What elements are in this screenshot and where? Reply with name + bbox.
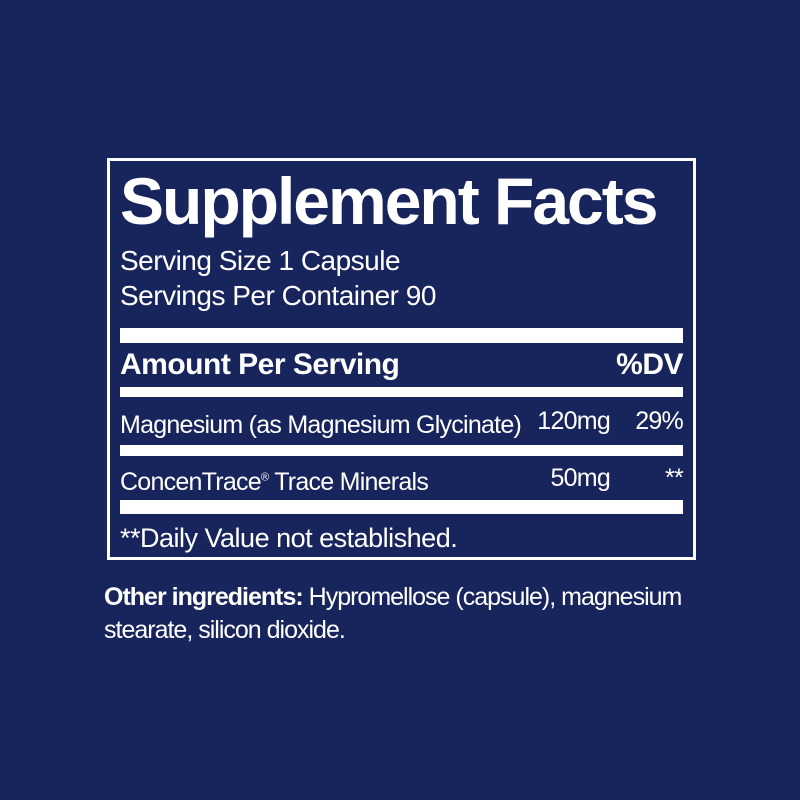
trademark-symbol: ®	[260, 472, 269, 484]
amount-header-row: Amount Per Serving %DV	[120, 343, 683, 387]
nutrient-name: Magnesium (as Magnesium Glycinate)	[120, 411, 522, 440]
divider-bar-bottom	[120, 500, 683, 514]
other-ingredients-label: Other ingredients:	[104, 583, 304, 611]
nutrient-amount: 50mg	[550, 464, 610, 492]
amount-per-serving-label: Amount Per Serving	[120, 348, 400, 381]
daily-value-footnote: **Daily Value not established.	[120, 523, 458, 553]
other-ingredients-text: Hypromellose (capsule), magnesium steara…	[104, 583, 682, 644]
supplement-facts-panel: Supplement Facts Serving Size 1 Capsule …	[107, 158, 696, 560]
dv-header-label: %DV	[616, 348, 683, 381]
nutrient-dv: 29%	[635, 407, 684, 435]
nutrient-amount: 120mg	[537, 407, 610, 435]
nutrient-row-magnesium: Magnesium (as Magnesium Glycinate) 120mg…	[120, 397, 684, 445]
nutrient-row-concentrace: ConcenTrace® Trace Minerals 50mg **	[120, 456, 684, 500]
nutrient-name: ConcenTrace® Trace Minerals	[120, 468, 429, 497]
divider-bar-thick	[120, 328, 683, 343]
servings-per-container-line: Servings Per Container 90	[120, 280, 436, 311]
panel-title: Supplement Facts	[120, 164, 658, 238]
other-ingredients: Other ingredients: Hypromellose (capsule…	[104, 581, 696, 647]
nutrient-dv: **	[665, 464, 684, 492]
divider-bar-mid	[120, 445, 683, 456]
divider-bar-thin	[120, 387, 683, 397]
serving-size-line: Serving Size 1 Capsule	[120, 245, 401, 276]
